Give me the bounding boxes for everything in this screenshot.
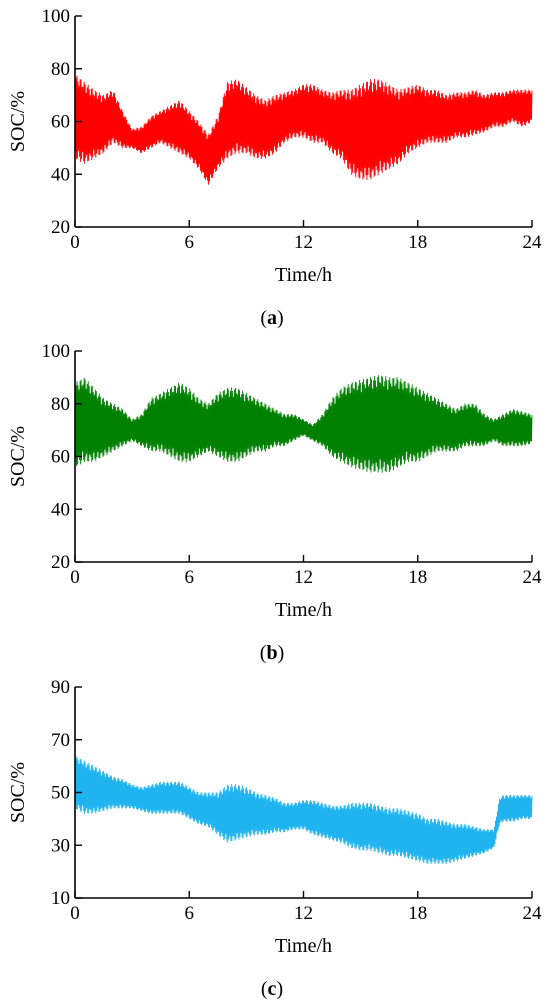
soc-series-line xyxy=(74,375,533,473)
y-tick-label: 30 xyxy=(51,835,70,856)
x-tick-label: 24 xyxy=(523,232,543,253)
x-tick-label: 6 xyxy=(185,567,195,588)
y-axis-label: SOC/% xyxy=(7,762,29,823)
y-tick-label: 100 xyxy=(42,341,71,362)
y-tick-label: 20 xyxy=(51,552,70,573)
y-tick-label: 100 xyxy=(42,6,71,27)
x-tick-label: 0 xyxy=(70,903,80,924)
x-axis-label: Time/h xyxy=(275,599,332,621)
y-tick-label: 90 xyxy=(51,677,70,698)
x-tick-label: 18 xyxy=(408,567,427,588)
y-tick-label: 80 xyxy=(51,394,70,415)
x-tick-label: 18 xyxy=(408,232,427,253)
y-tick-label: 70 xyxy=(51,730,70,751)
panel-c: 0 6 12 18 24 10 30 50 70 90 Time/h SOC/% (c) xyxy=(7,677,542,1000)
panel-label: (b) xyxy=(260,642,284,664)
x-tick-label: 12 xyxy=(294,232,313,253)
x-tick-label: 12 xyxy=(294,567,313,588)
panel-a: 0 6 12 18 24 20 40 60 80 100 Time/h SOC/% (a) xyxy=(7,6,542,329)
y-tick-label: 60 xyxy=(51,447,70,468)
x-tick-label: 24 xyxy=(523,567,543,588)
x-tick-label: 6 xyxy=(185,232,195,253)
soc-series-line xyxy=(74,75,533,185)
x-tick-label: 6 xyxy=(185,903,195,924)
x-tick-label: 0 xyxy=(70,567,80,588)
x-tick-label: 24 xyxy=(523,903,543,924)
y-tick-label: 50 xyxy=(51,783,70,804)
soc-series-line xyxy=(74,756,533,865)
x-axis-label: Time/h xyxy=(275,935,332,957)
y-tick-label: 40 xyxy=(51,499,70,520)
y-tick-label: 20 xyxy=(51,217,70,238)
panel-label: (c) xyxy=(261,978,283,1000)
y-axis-label: SOC/% xyxy=(7,426,29,487)
y-tick-label: 40 xyxy=(51,164,70,185)
y-tick-label: 60 xyxy=(51,112,70,133)
y-tick-label: 80 xyxy=(51,59,70,80)
x-tick-label: 0 xyxy=(70,232,80,253)
y-axis-label: SOC/% xyxy=(7,91,29,152)
x-axis-label: Time/h xyxy=(275,264,332,286)
panel-label: (a) xyxy=(260,307,283,329)
x-tick-label: 18 xyxy=(408,903,427,924)
y-tick-label: 10 xyxy=(51,888,70,909)
x-tick-label: 12 xyxy=(294,903,313,924)
panel-b: 0 6 12 18 24 20 40 60 80 100 Time/h SOC/% (b) xyxy=(7,341,542,664)
